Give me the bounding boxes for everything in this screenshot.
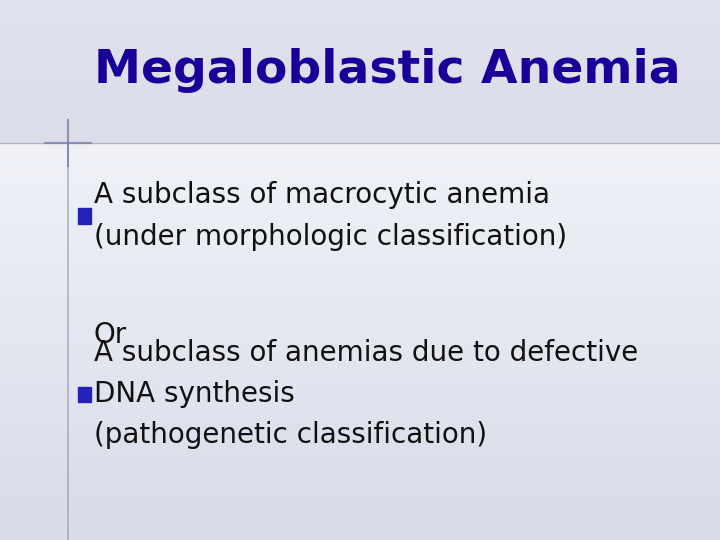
Text: Or: Or: [94, 321, 127, 349]
Text: A subclass of macrocytic anemia
(under morphologic classification): A subclass of macrocytic anemia (under m…: [94, 181, 567, 251]
Text: Megaloblastic Anemia: Megaloblastic Anemia: [94, 48, 680, 93]
Bar: [78, 387, 91, 402]
Text: A subclass of anemias due to defective
DNA synthesis
(pathogenetic classificatio: A subclass of anemias due to defective D…: [94, 339, 638, 449]
Bar: [78, 208, 91, 224]
